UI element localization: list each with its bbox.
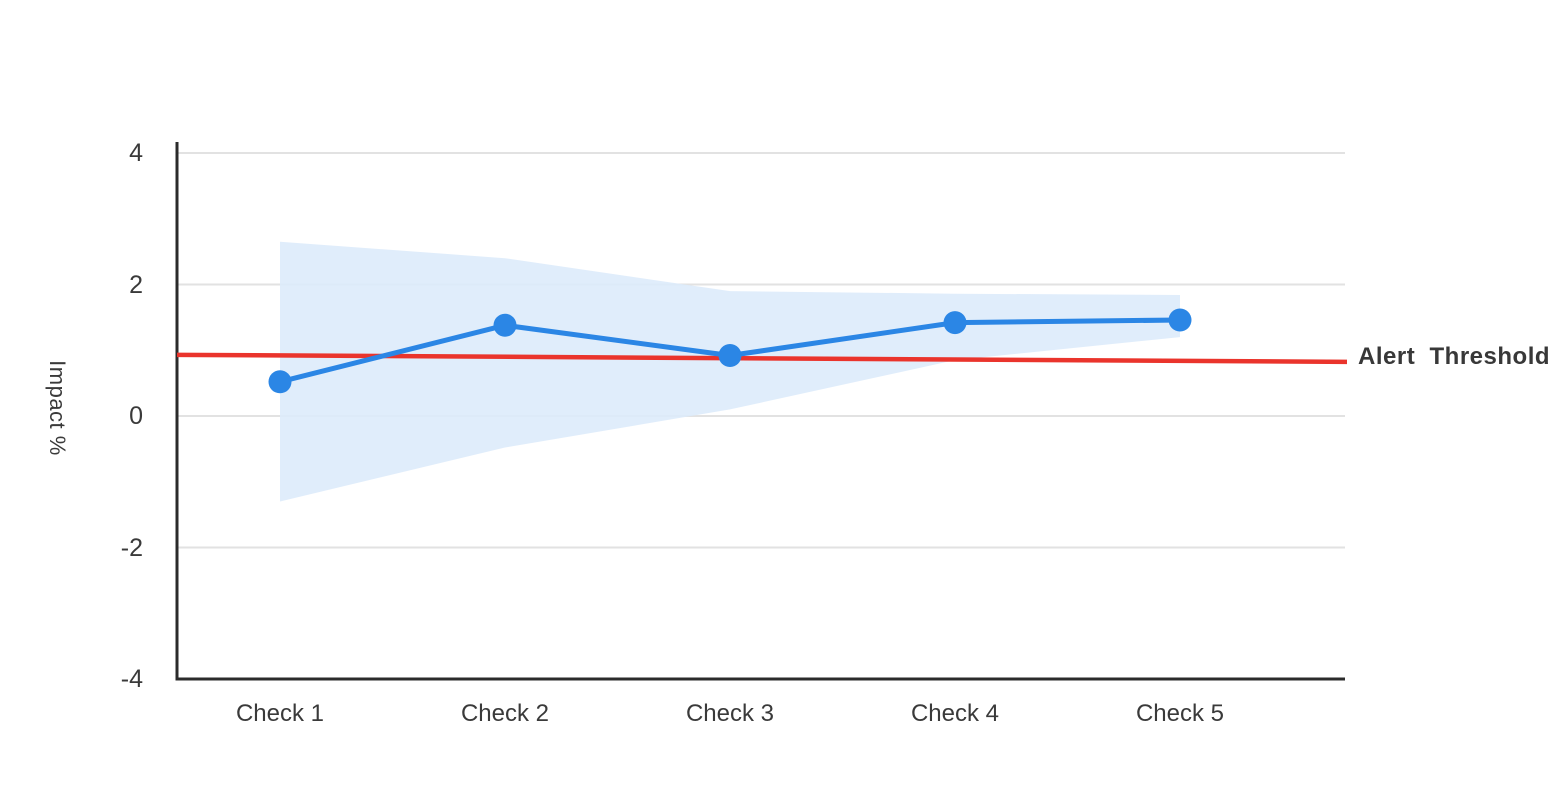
x-category-label: Check 1 <box>235 700 325 727</box>
x-category-label: Check 4 <box>910 700 1000 727</box>
x-category-label: Check 5 <box>1135 700 1225 727</box>
y-tick-label: 2 <box>129 270 143 299</box>
y-tick-label: 0 <box>129 402 143 430</box>
data-point <box>268 370 292 394</box>
data-point <box>718 344 742 368</box>
confidence-band <box>280 241 1180 502</box>
alert-threshold-line <box>176 352 1348 365</box>
y-tick-label: -4 <box>120 665 143 693</box>
x-category-label: Check 3 <box>685 700 775 727</box>
data-point <box>1168 308 1192 332</box>
x-category-label: Check 2 <box>460 700 550 727</box>
y-tick-label: 4 <box>129 139 143 167</box>
alert-threshold-label: Alert Threshold <box>1358 343 1551 370</box>
data-point <box>493 313 517 337</box>
y-tick-label: -2 <box>120 533 143 562</box>
data-point <box>943 311 967 335</box>
